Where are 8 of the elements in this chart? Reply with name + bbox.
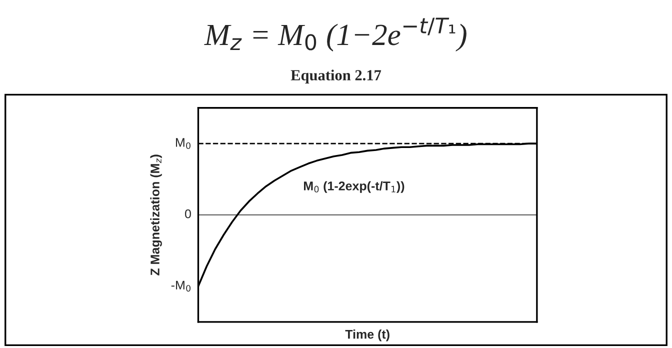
y-axis-title: Z Magnetization (M$_{z}$)	[150, 154, 162, 276]
x-axis-title: Time (t)	[345, 330, 390, 342]
chart-subtitle: Equation 2.17	[290, 70, 382, 84]
chart-title: M$_{z}$ = M$_{0}$ (1−2e$^{−t/T₁}$)	[204, 18, 466, 52]
series-label: M$_{0}$ (1-2exp(-t/T$_{1}$))	[304, 181, 404, 193]
ref-line-label: 0	[185, 209, 191, 218]
ref-line-label: M$_{0}$	[176, 138, 190, 149]
text: -M$_{0}$	[171, 280, 191, 292]
